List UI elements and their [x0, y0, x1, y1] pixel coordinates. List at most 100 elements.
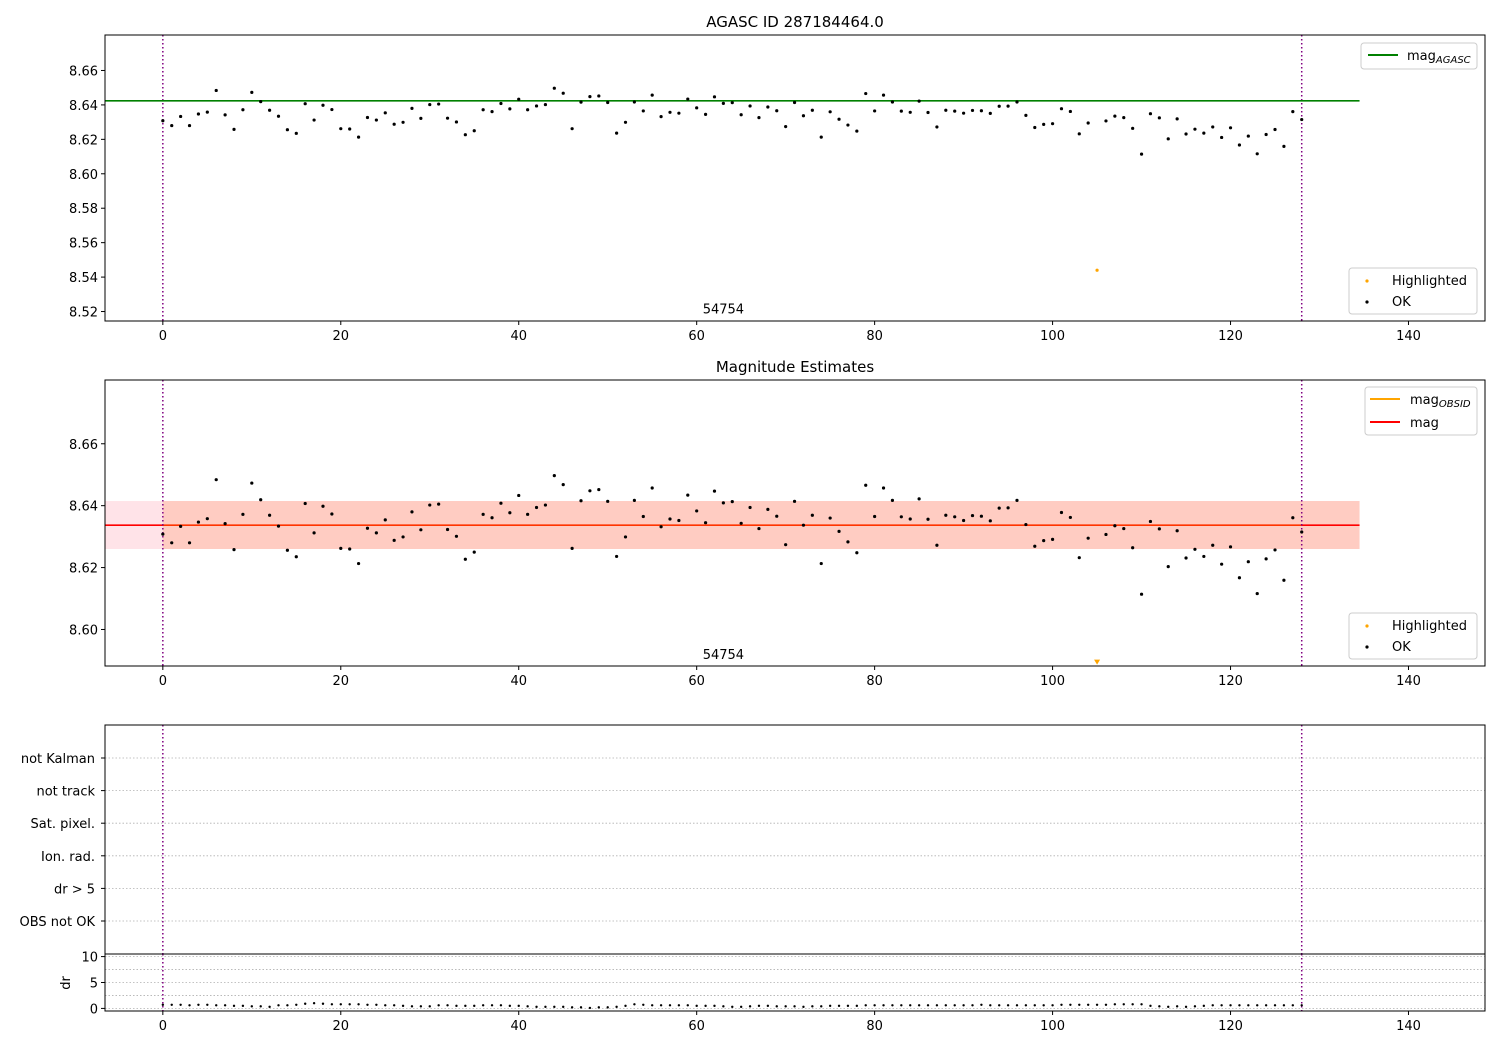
ok-point: [1246, 134, 1250, 138]
y-tick-label: 8.54: [69, 271, 98, 286]
ok-point: [1113, 114, 1117, 118]
dr-point: [419, 1005, 423, 1008]
ok-point: [259, 498, 263, 502]
ok-point: [508, 511, 512, 515]
ok-point: [926, 517, 930, 521]
y-tick-label: 8.62: [69, 562, 98, 577]
ok-point: [1255, 591, 1259, 596]
ok-point: [552, 86, 556, 90]
dr-point: [1193, 1005, 1197, 1008]
p2-plot-area: [104, 379, 1486, 667]
ok-point: [668, 110, 672, 114]
ok-point: [1273, 548, 1277, 552]
ok-point: [303, 102, 307, 106]
dr-point: [1211, 1004, 1214, 1007]
ok-point: [348, 547, 352, 551]
dr-point: [250, 1005, 254, 1008]
ok-point: [632, 498, 637, 503]
dr-point: [392, 1004, 396, 1007]
dr-point: [811, 1005, 814, 1008]
p1-plot-area: [104, 34, 1486, 322]
ok-point: [721, 101, 725, 105]
ok-point: [953, 515, 957, 519]
agasc-panel: AGASC ID 287184464.0 54754 0 20 40 60 80 100 1…: [69, 13, 1486, 344]
ok-point: [330, 512, 334, 516]
ok-point: [276, 114, 281, 118]
ok-point: [1193, 547, 1197, 551]
ok-point: [312, 118, 316, 122]
ok-point: [1104, 532, 1108, 537]
legend-marker-ok: [1365, 300, 1369, 304]
ok-point: [988, 111, 992, 115]
dr-point: [197, 1003, 200, 1006]
ok-point: [864, 483, 868, 487]
ok-point: [962, 111, 966, 115]
ok-point: [988, 519, 992, 523]
ok-point: [801, 523, 806, 527]
ok-point: [917, 99, 921, 103]
ok-point: [348, 127, 352, 131]
ok-point: [268, 513, 272, 517]
ok-point: [855, 129, 859, 133]
ok-point: [419, 528, 423, 532]
ok-point: [1157, 527, 1161, 531]
ok-point: [615, 131, 619, 135]
dr-point: [606, 1006, 609, 1009]
ok-point: [890, 100, 895, 104]
dr-point: [1095, 1003, 1099, 1006]
y-tick-label: 8.64: [69, 99, 98, 114]
x-tick-label: 60: [688, 329, 705, 344]
ok-point: [730, 500, 734, 504]
x-tick-label: 20: [333, 329, 350, 344]
dr-point: [535, 1005, 538, 1009]
ok-point: [659, 525, 663, 529]
dr-point: [624, 1004, 627, 1008]
ok-point: [721, 501, 725, 505]
ok-point: [196, 520, 201, 524]
ok-point: [1175, 117, 1179, 121]
ok-point: [1246, 560, 1250, 564]
ok-point: [641, 514, 645, 519]
ok-point: [383, 111, 387, 115]
ok-point: [1264, 132, 1268, 137]
flags-panel: not Kalman not track Sat. pixel. Ion. rad. d…: [20, 724, 1486, 955]
ok-point: [445, 116, 450, 120]
dr-point: [321, 1002, 325, 1005]
dr-point: [953, 1004, 956, 1007]
ok-point: [1264, 557, 1268, 561]
ok-point: [374, 531, 378, 535]
flag-label: Ion. rad.: [41, 850, 95, 865]
ok-point: [223, 113, 227, 117]
dr-point: [820, 1005, 823, 1008]
ok-point: [695, 509, 699, 513]
ok-point: [1148, 112, 1153, 116]
ok-point: [552, 474, 556, 478]
ok-point: [908, 110, 912, 114]
flag-label: dr > 5: [54, 882, 95, 897]
ok-point: [161, 532, 165, 536]
ok-point: [499, 501, 503, 505]
dr-point: [1122, 1003, 1125, 1006]
dr-point: [855, 1004, 859, 1008]
ok-point: [979, 514, 984, 518]
ok-point: [606, 499, 610, 503]
dr-ylabel: dr: [59, 976, 74, 990]
x-tick-label: 140: [1396, 674, 1421, 689]
dr-point: [650, 1004, 654, 1007]
legend-label-highlighted: Highlighted: [1392, 619, 1467, 634]
ok-point: [1077, 132, 1081, 136]
legend-label-mag-agasc: magAGASC: [1407, 49, 1471, 66]
ok-point: [748, 505, 752, 510]
ok-point: [1131, 126, 1135, 130]
x-tick-label: 60: [688, 674, 705, 689]
dr-point: [1256, 1004, 1259, 1007]
x-tick-label: 100: [1040, 1019, 1065, 1034]
dr-point: [517, 1004, 520, 1008]
dr-point: [1042, 1004, 1045, 1007]
dr-point: [1078, 1003, 1081, 1006]
ok-point: [819, 135, 823, 139]
ok-point: [1202, 131, 1206, 135]
ok-point: [1184, 132, 1188, 136]
ok-point: [374, 118, 378, 122]
ok-point: [606, 100, 610, 105]
